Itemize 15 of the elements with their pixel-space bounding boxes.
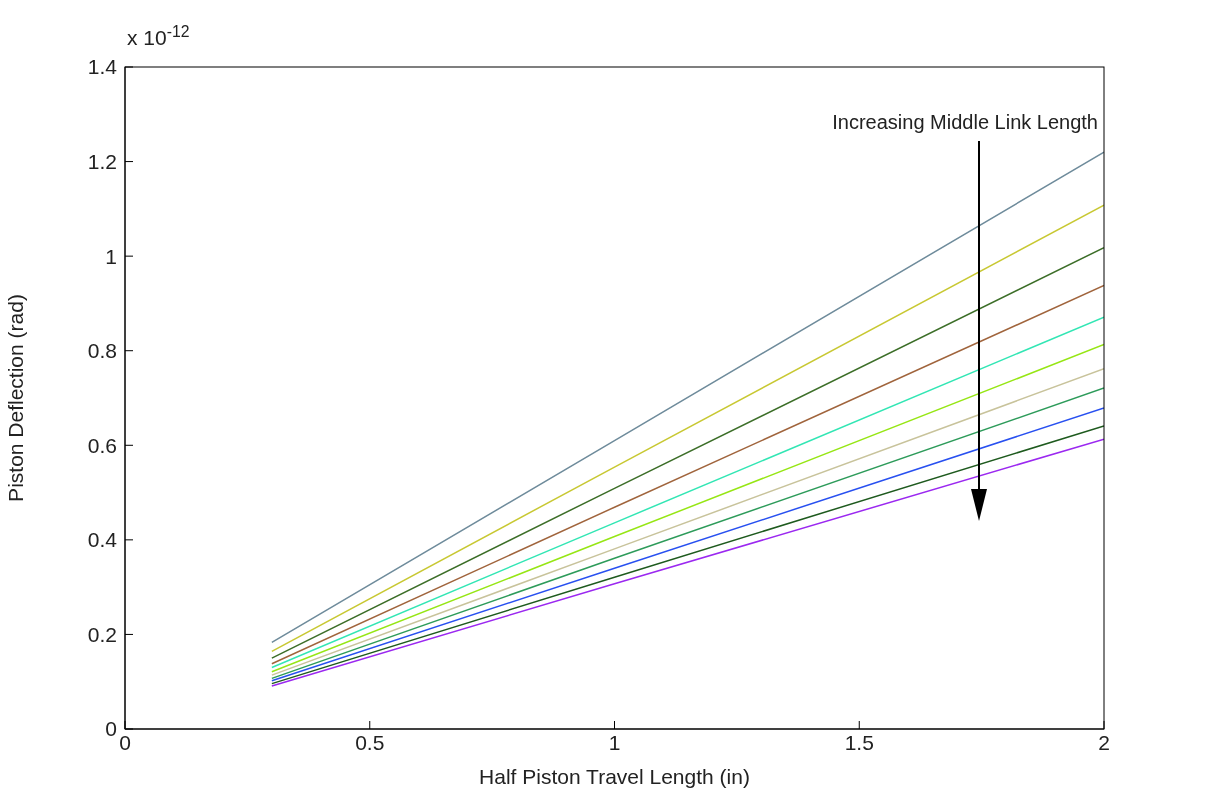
text: x 10$^{-12}$ [127,22,190,49]
y-tick-label: 1 [105,244,117,268]
y-axis-title: Piston Deflection (rad) [4,294,28,502]
y-tick-label: 0.6 [87,433,117,457]
x-axis-title: Half Piston Travel Length (in) [479,765,750,788]
y-tick-label: 1.4 [87,55,118,79]
x-tick-label: 0.5 [355,730,385,754]
x-tick-label: 1 [608,730,621,754]
x-tick-label: 1.5 [844,730,874,754]
x-tick-label: 2 [1098,730,1110,754]
annotation: Increasing Middle Link Length [832,111,1098,133]
y-tick-label: 0.4 [87,528,118,552]
y-tick-label: 0.8 [87,339,117,363]
y-tick-label: 1.2 [87,150,117,174]
y-tick-label: 0.2 [87,622,117,646]
